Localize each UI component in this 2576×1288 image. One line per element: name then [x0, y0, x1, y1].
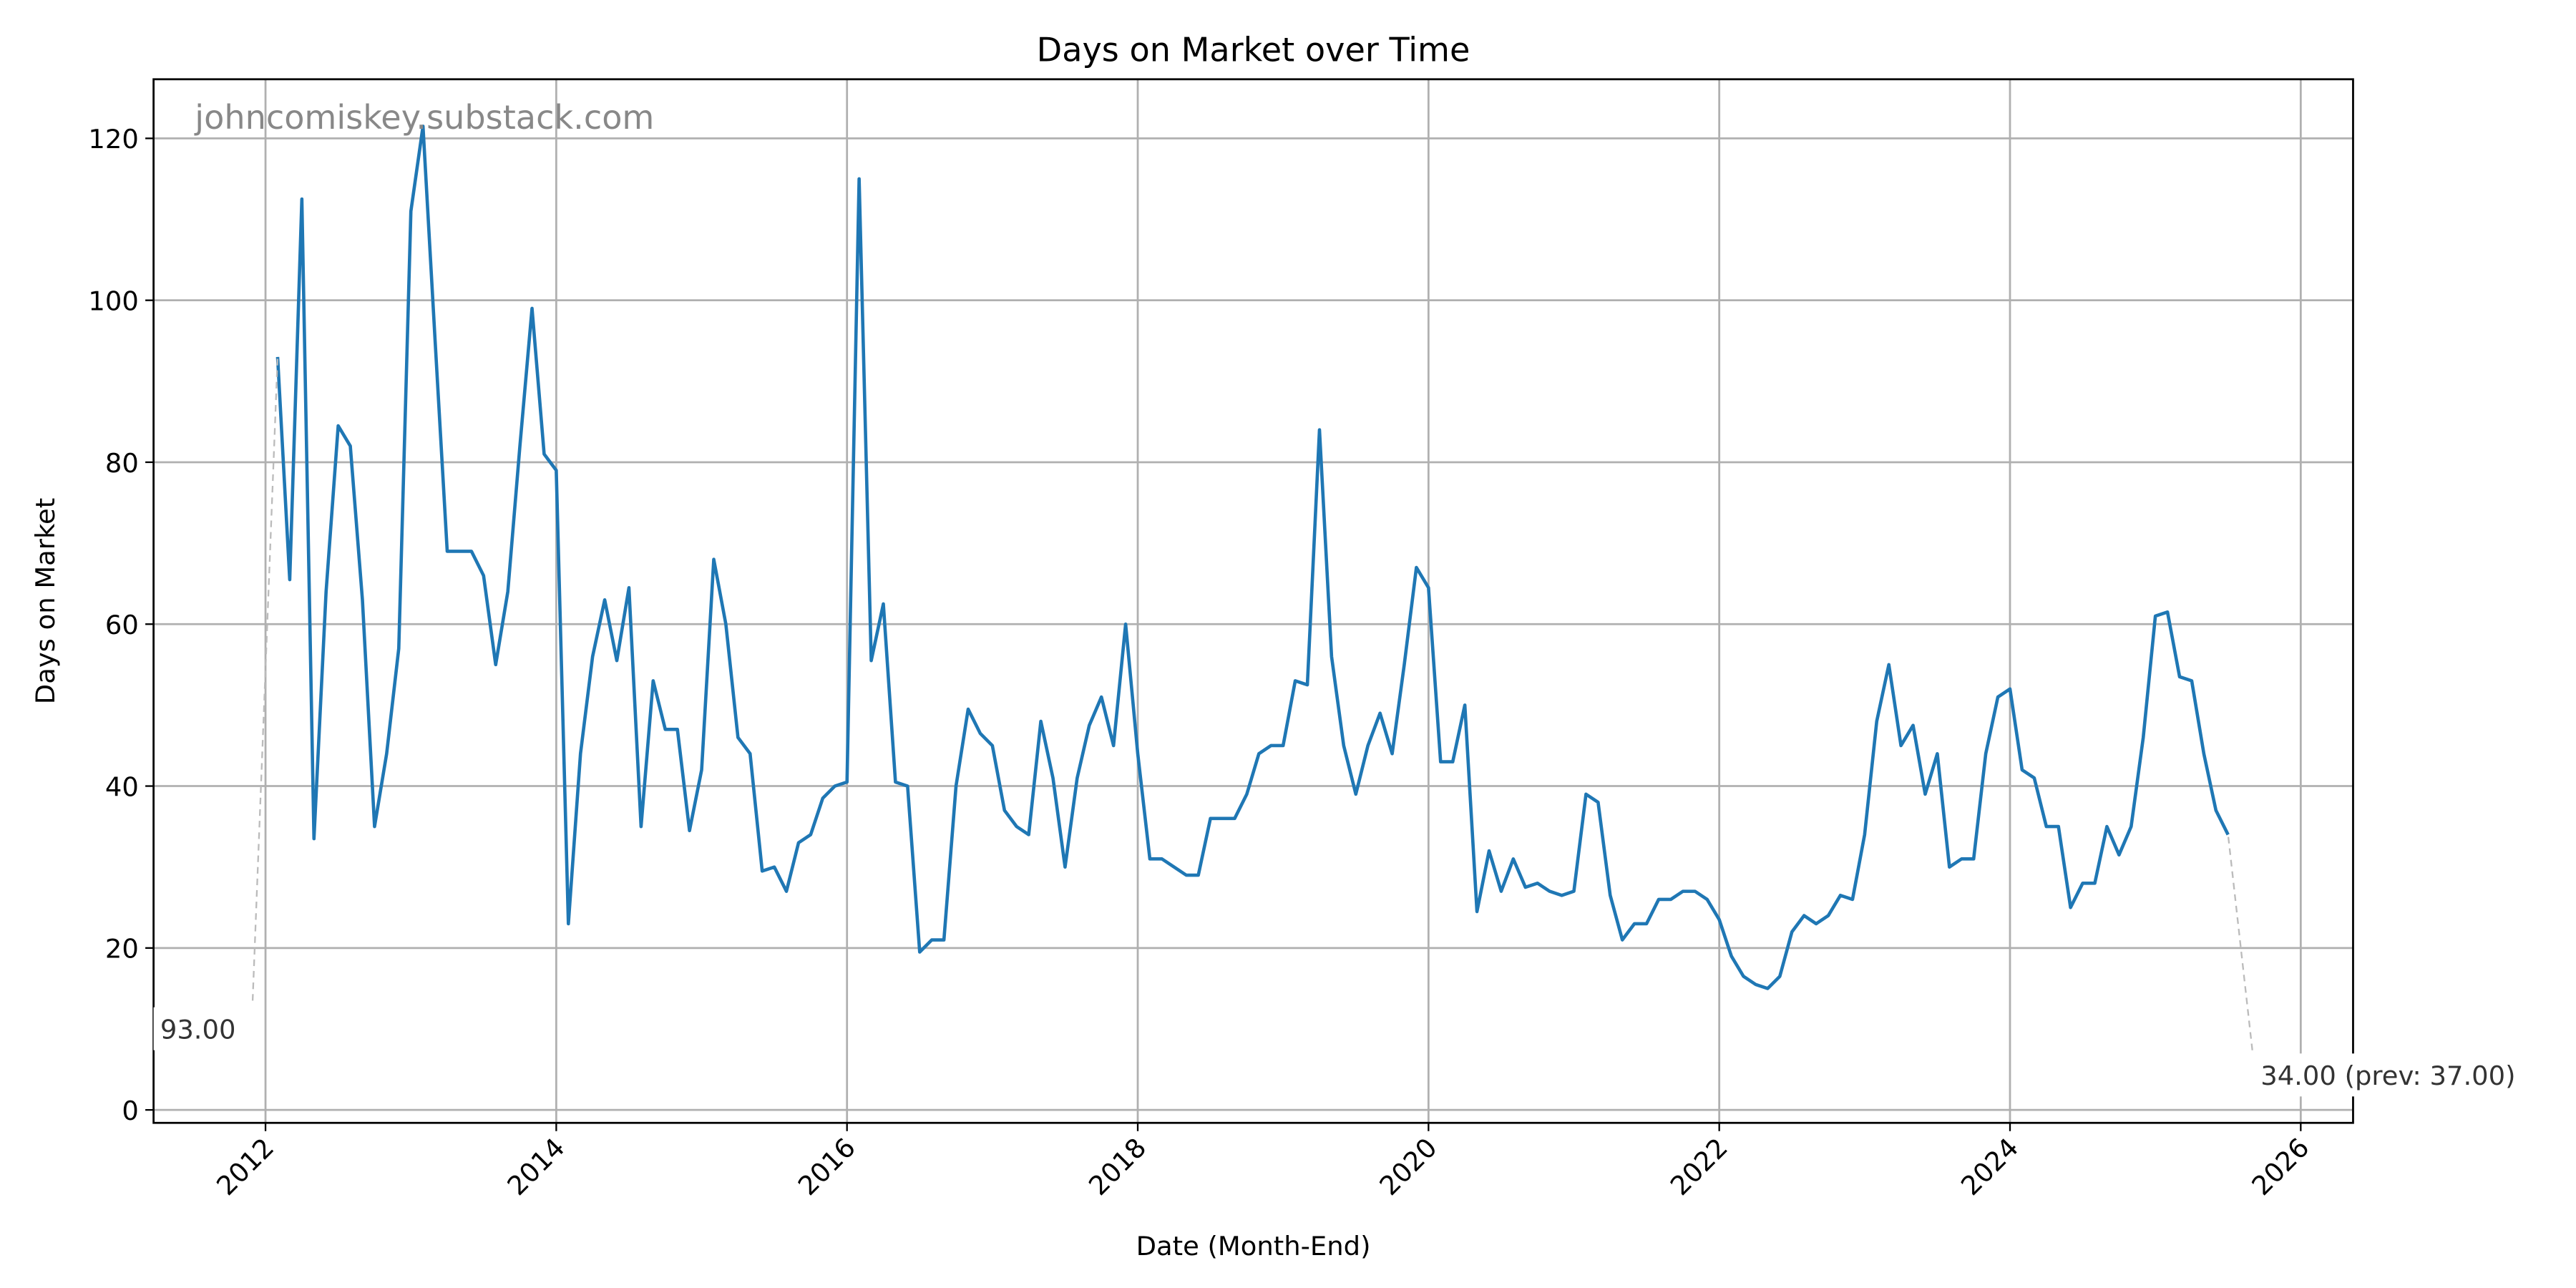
chart-title: Days on Market over Time	[1037, 30, 1470, 69]
annotation-box	[153, 1007, 246, 1050]
line-series	[275, 125, 2230, 990]
y-tick-label: 0	[122, 1096, 138, 1126]
y-tick-label: 20	[105, 934, 139, 965]
axes-frame	[152, 78, 2354, 1124]
annotations: 93.00 34.00 (prev: 37.00)	[153, 356, 2548, 1097]
watermark: johncomiskey.substack.com	[194, 98, 654, 137]
y-axis-label: Days on Market	[30, 498, 61, 704]
y-tick-label: 80	[105, 448, 139, 479]
y-tick-label: 60	[105, 610, 139, 640]
annotation-leader	[251, 356, 279, 1001]
annotation: 34.00 (prev: 37.00)	[2260, 1060, 2515, 1091]
y-tick-label: 40	[105, 771, 139, 802]
annotation-box	[2254, 1053, 2548, 1097]
x-axis-label: Date (Month-End)	[1136, 1231, 1371, 1262]
annotation: 93.00	[160, 1015, 236, 1045]
plot	[275, 125, 2230, 990]
annotation-leader	[2227, 834, 2253, 1050]
y-tick-label: 120	[88, 124, 138, 155]
y-tick-label: 100	[88, 286, 138, 317]
